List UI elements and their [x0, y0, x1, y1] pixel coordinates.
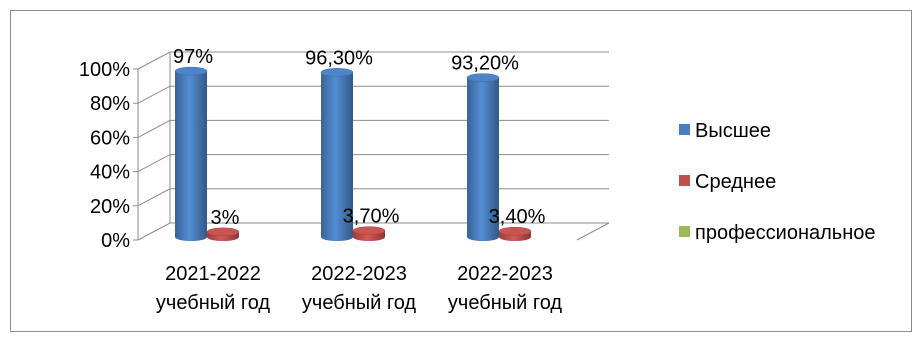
x-category-label: учебный год [156, 292, 270, 314]
legend-label: профессиональное [695, 222, 876, 244]
gridlines [137, 51, 609, 207]
bar-top [498, 226, 532, 236]
gridline [137, 188, 609, 207]
gridline [137, 119, 609, 138]
x-category-label: учебный год [448, 292, 562, 314]
bar-top [206, 227, 240, 237]
data-label: 93,20% [451, 53, 519, 75]
legend-swatch [679, 124, 690, 135]
floor [137, 222, 610, 241]
bar-top [352, 226, 386, 235]
y-tick-label: 100% [79, 59, 130, 81]
bar [498, 226, 532, 241]
y-tick-label: 80% [90, 93, 130, 115]
y-tick-label: 60% [90, 127, 130, 149]
legend-swatch [679, 175, 690, 186]
data-label: 3% [211, 207, 240, 229]
data-label: 3,40% [489, 206, 546, 228]
gridline [137, 154, 609, 173]
bar-body [321, 72, 353, 242]
data-label: 96,30% [305, 47, 373, 69]
gridline [137, 85, 609, 104]
bar [352, 226, 386, 241]
x-category-label: 2022-2023 [311, 263, 407, 285]
chart-frame [10, 10, 912, 332]
data-label: 97% [173, 46, 213, 68]
legend-label: Высшее [695, 120, 771, 142]
legend: Высшее Среднее профессиональное [679, 120, 876, 244]
bar [320, 68, 354, 242]
bar-top [320, 68, 354, 77]
y-tick-label: 20% [90, 196, 130, 218]
x-category-label: учебный год [302, 292, 416, 314]
bar-body [175, 71, 207, 241]
x-category-label: 2021-2022 [165, 263, 261, 285]
data-label: 3,70% [343, 206, 400, 228]
bar [206, 227, 240, 241]
x-category-label: 2022-2023 [457, 263, 553, 285]
y-tick-label: 40% [90, 162, 130, 184]
legend-label: Среднее [695, 171, 776, 193]
plot-walls [137, 52, 610, 241]
bar-top [174, 66, 208, 76]
y-tick-label: 0% [101, 230, 130, 252]
bar-top [466, 73, 500, 82]
bar-body [467, 77, 499, 242]
bar [466, 73, 500, 242]
legend-swatch [679, 226, 690, 237]
bar [174, 66, 208, 241]
gridline [137, 51, 609, 70]
